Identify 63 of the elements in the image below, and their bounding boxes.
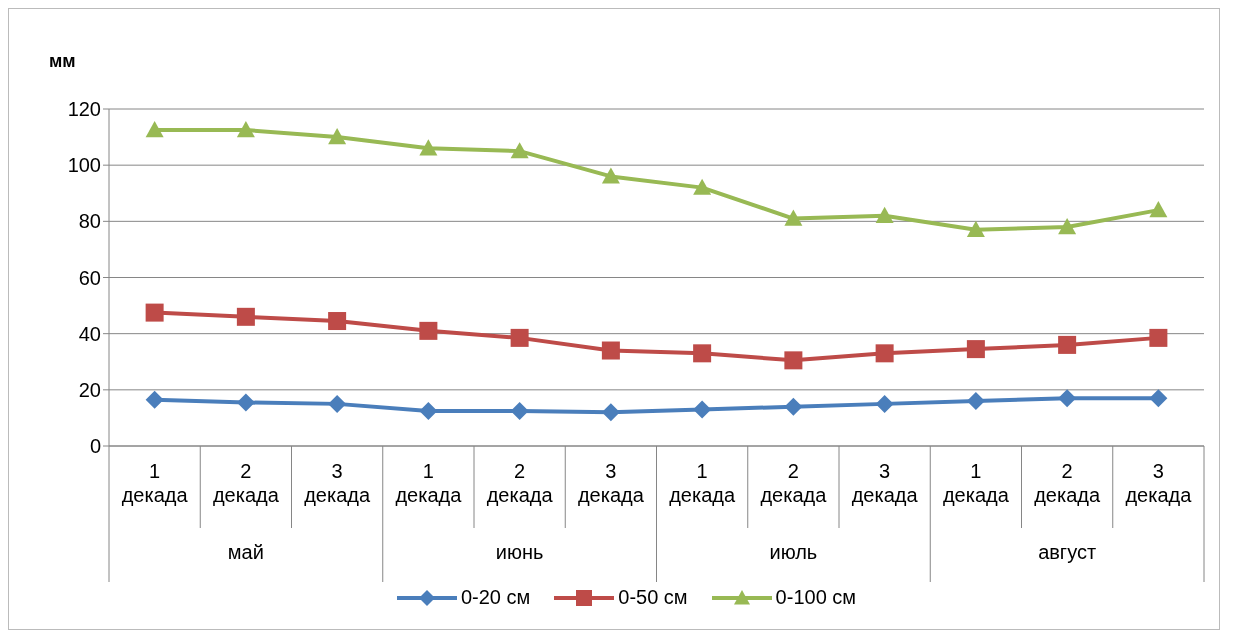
- point: [236, 121, 255, 138]
- point: [1149, 389, 1168, 408]
- point: [693, 400, 712, 419]
- point: [1058, 389, 1077, 408]
- x-tick-label: 3 декада: [1125, 460, 1193, 506]
- point: [784, 351, 803, 370]
- point: [1149, 328, 1168, 347]
- point: [875, 206, 894, 223]
- point: [875, 394, 894, 413]
- point: [145, 390, 164, 409]
- point: [328, 312, 347, 331]
- x-tick-label: 1 декада: [395, 460, 463, 506]
- text: август: [1038, 541, 1097, 563]
- point: [693, 344, 712, 363]
- x-tick-label: 3 декада: [304, 460, 371, 506]
- x-tick-label: 1 декада: [669, 460, 736, 506]
- point: [966, 392, 985, 411]
- y-tick-label: 40: [78, 322, 101, 345]
- point: [693, 178, 712, 195]
- y-tick-label: 20: [78, 378, 101, 401]
- x-tick-label: 2 декада: [1034, 460, 1101, 506]
- text: май: [227, 541, 264, 563]
- point: [145, 303, 164, 322]
- y-axis-title: мм: [49, 51, 76, 72]
- legend-label: 0-100 см: [774, 586, 857, 609]
- x-tick-label: 2 декада: [760, 460, 828, 506]
- y-tick-label: 60: [78, 266, 101, 289]
- point: [1058, 335, 1077, 354]
- legend-label: 0-20 см: [459, 586, 531, 609]
- text: июль: [769, 541, 818, 563]
- x-tick-label: 3 декада: [577, 460, 645, 506]
- point: [784, 397, 803, 416]
- point: [145, 121, 164, 138]
- point: [328, 128, 347, 145]
- y-tick-label: 0: [89, 435, 101, 458]
- point: [966, 220, 985, 237]
- text: июнь: [495, 541, 544, 563]
- point: [601, 167, 620, 184]
- x-tick-label: 1 декада: [121, 460, 189, 506]
- point: [601, 403, 620, 422]
- point: [966, 340, 985, 359]
- point: [510, 142, 529, 159]
- point: [1058, 217, 1077, 235]
- legend-label: 0-50 см: [617, 586, 688, 609]
- point: [328, 394, 347, 413]
- point: [419, 139, 438, 156]
- x-tick-label: 2 декада: [486, 460, 554, 506]
- x-tick-label: 1 декада: [942, 460, 1010, 506]
- point: [1149, 201, 1168, 218]
- y-tick-label: 120: [67, 98, 101, 121]
- point: [236, 307, 255, 326]
- point: [419, 401, 438, 420]
- y-tick-label: 80: [78, 210, 101, 233]
- point: [875, 344, 894, 363]
- x-tick-label: 2 декада: [212, 460, 280, 506]
- point: [601, 341, 620, 360]
- y-tick-label: 100: [67, 154, 101, 177]
- point: [784, 209, 803, 226]
- point: [236, 393, 255, 412]
- point: [419, 321, 438, 340]
- point: [510, 401, 529, 420]
- point: [510, 328, 529, 347]
- x-tick-label: 3 декада: [851, 460, 919, 506]
